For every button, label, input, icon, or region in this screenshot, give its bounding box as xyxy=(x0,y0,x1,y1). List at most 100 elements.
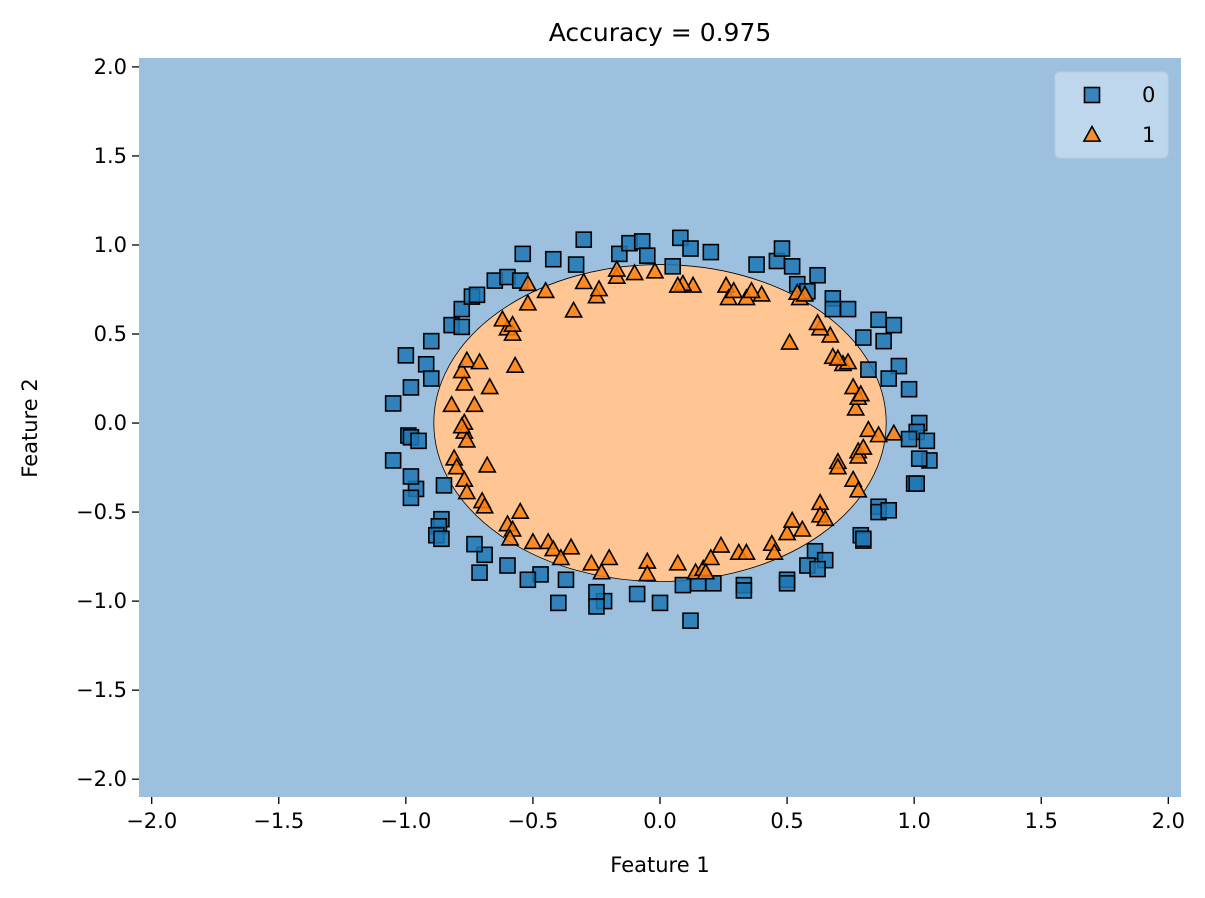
data-point-class-1 xyxy=(808,313,828,331)
data-point-class-0 xyxy=(519,571,537,589)
data-point-class-1 xyxy=(477,455,497,473)
legend: 01 xyxy=(1054,71,1169,159)
data-point-class-0 xyxy=(885,316,903,334)
x-tick-label: 1.5 xyxy=(1025,809,1058,833)
x-tick-label: 0.0 xyxy=(643,809,676,833)
data-point-class-1 xyxy=(510,501,530,520)
data-point-class-1 xyxy=(869,425,888,443)
data-point-class-1 xyxy=(668,553,688,571)
x-axis-label: Feature 1 xyxy=(610,853,709,877)
data-point-class-0 xyxy=(870,311,887,329)
data-point-class-1 xyxy=(442,395,462,413)
data-point-class-1 xyxy=(457,350,477,368)
data-point-class-1 xyxy=(853,437,873,455)
data-point-class-1 xyxy=(465,395,484,413)
data-point-class-1 xyxy=(848,446,868,464)
y-tick-label: 1.5 xyxy=(94,144,127,168)
data-point-class-1 xyxy=(742,281,761,299)
data-point-class-0 xyxy=(900,380,918,398)
data-point-class-0 xyxy=(908,475,925,492)
y-tick-label: 0.5 xyxy=(94,322,127,346)
data-point-class-0 xyxy=(397,347,415,364)
data-point-class-0 xyxy=(918,432,936,450)
series-1 xyxy=(442,259,904,582)
legend-box xyxy=(1054,71,1169,159)
data-point-class-1 xyxy=(846,398,866,416)
data-point-class-0 xyxy=(824,300,842,318)
series-0 xyxy=(384,229,938,630)
data-point-class-0 xyxy=(384,452,402,469)
data-point-class-1 xyxy=(589,279,609,297)
legend-marker-0 xyxy=(1083,86,1101,104)
data-point-class-0 xyxy=(890,357,908,375)
y-tick-label: 1.0 xyxy=(94,233,127,257)
region-class-1 xyxy=(433,264,887,582)
data-point-class-0 xyxy=(651,594,669,612)
data-point-class-1 xyxy=(518,273,538,292)
data-point-class-0 xyxy=(748,256,765,273)
data-point-class-1 xyxy=(696,562,716,580)
data-point-class-1 xyxy=(536,281,556,299)
data-point-class-0 xyxy=(567,256,585,273)
data-point-class-0 xyxy=(633,233,651,250)
data-point-class-1 xyxy=(457,482,477,500)
data-point-class-0 xyxy=(638,247,656,264)
data-point-class-1 xyxy=(724,281,744,299)
data-point-class-1 xyxy=(452,361,472,379)
data-point-class-1 xyxy=(858,420,878,438)
data-point-class-0 xyxy=(575,231,593,248)
data-point-class-1 xyxy=(581,553,601,571)
data-point-class-1 xyxy=(454,373,474,391)
data-point-class-1 xyxy=(711,535,731,553)
data-point-class-0 xyxy=(544,250,562,268)
data-point-class-0 xyxy=(809,266,826,284)
data-point-class-1 xyxy=(505,355,525,373)
data-point-class-1 xyxy=(668,275,688,293)
data-point-class-1 xyxy=(475,496,495,514)
data-point-class-0 xyxy=(682,240,699,257)
data-point-class-1 xyxy=(637,564,657,582)
data-point-class-1 xyxy=(454,469,474,487)
data-point-class-0 xyxy=(773,240,791,257)
data-point-class-0 xyxy=(557,571,575,589)
x-tick-label: −0.5 xyxy=(507,809,558,833)
data-point-class-1 xyxy=(447,457,467,475)
data-point-class-0 xyxy=(855,329,872,346)
data-point-class-1 xyxy=(764,542,784,560)
data-point-class-0 xyxy=(410,432,427,450)
data-point-class-1 xyxy=(736,542,756,560)
plot-area xyxy=(139,58,1181,797)
data-point-class-0 xyxy=(588,598,605,615)
data-point-class-1 xyxy=(828,457,848,475)
chart-title: Accuracy = 0.975 xyxy=(549,18,772,47)
data-point-class-0 xyxy=(435,477,453,494)
data-point-class-1 xyxy=(551,548,571,566)
data-point-class-1 xyxy=(851,384,871,402)
data-point-class-0 xyxy=(880,502,898,519)
data-point-class-1 xyxy=(828,348,848,366)
data-point-class-0 xyxy=(514,245,532,263)
data-point-class-0 xyxy=(433,530,450,548)
x-axis: −2.0 −1.5 −1.0 −0.5 0.0 0.5 1.0 1.5 2.0 xyxy=(126,797,1185,833)
data-point-class-0 xyxy=(674,576,692,594)
data-point-class-0 xyxy=(422,370,440,387)
data-point-class-0 xyxy=(860,361,877,378)
data-point-class-0 xyxy=(422,332,440,350)
data-point-class-1 xyxy=(480,377,500,395)
data-point-class-0 xyxy=(910,450,928,467)
data-point-class-0 xyxy=(702,243,720,261)
y-tick-label: −2.0 xyxy=(76,767,127,791)
legend-label-0: 0 xyxy=(1142,83,1155,107)
data-point-class-1 xyxy=(792,519,812,537)
data-point-class-1 xyxy=(884,423,904,441)
data-point-class-1 xyxy=(503,323,523,341)
data-point-class-1 xyxy=(543,539,563,557)
data-point-class-1 xyxy=(777,523,797,541)
data-point-class-0 xyxy=(453,300,471,318)
data-point-class-1 xyxy=(523,532,543,550)
data-point-class-0 xyxy=(588,583,605,601)
data-point-class-0 xyxy=(875,332,892,350)
data-point-class-1 xyxy=(607,259,627,277)
x-tick-label: 0.5 xyxy=(770,809,803,833)
